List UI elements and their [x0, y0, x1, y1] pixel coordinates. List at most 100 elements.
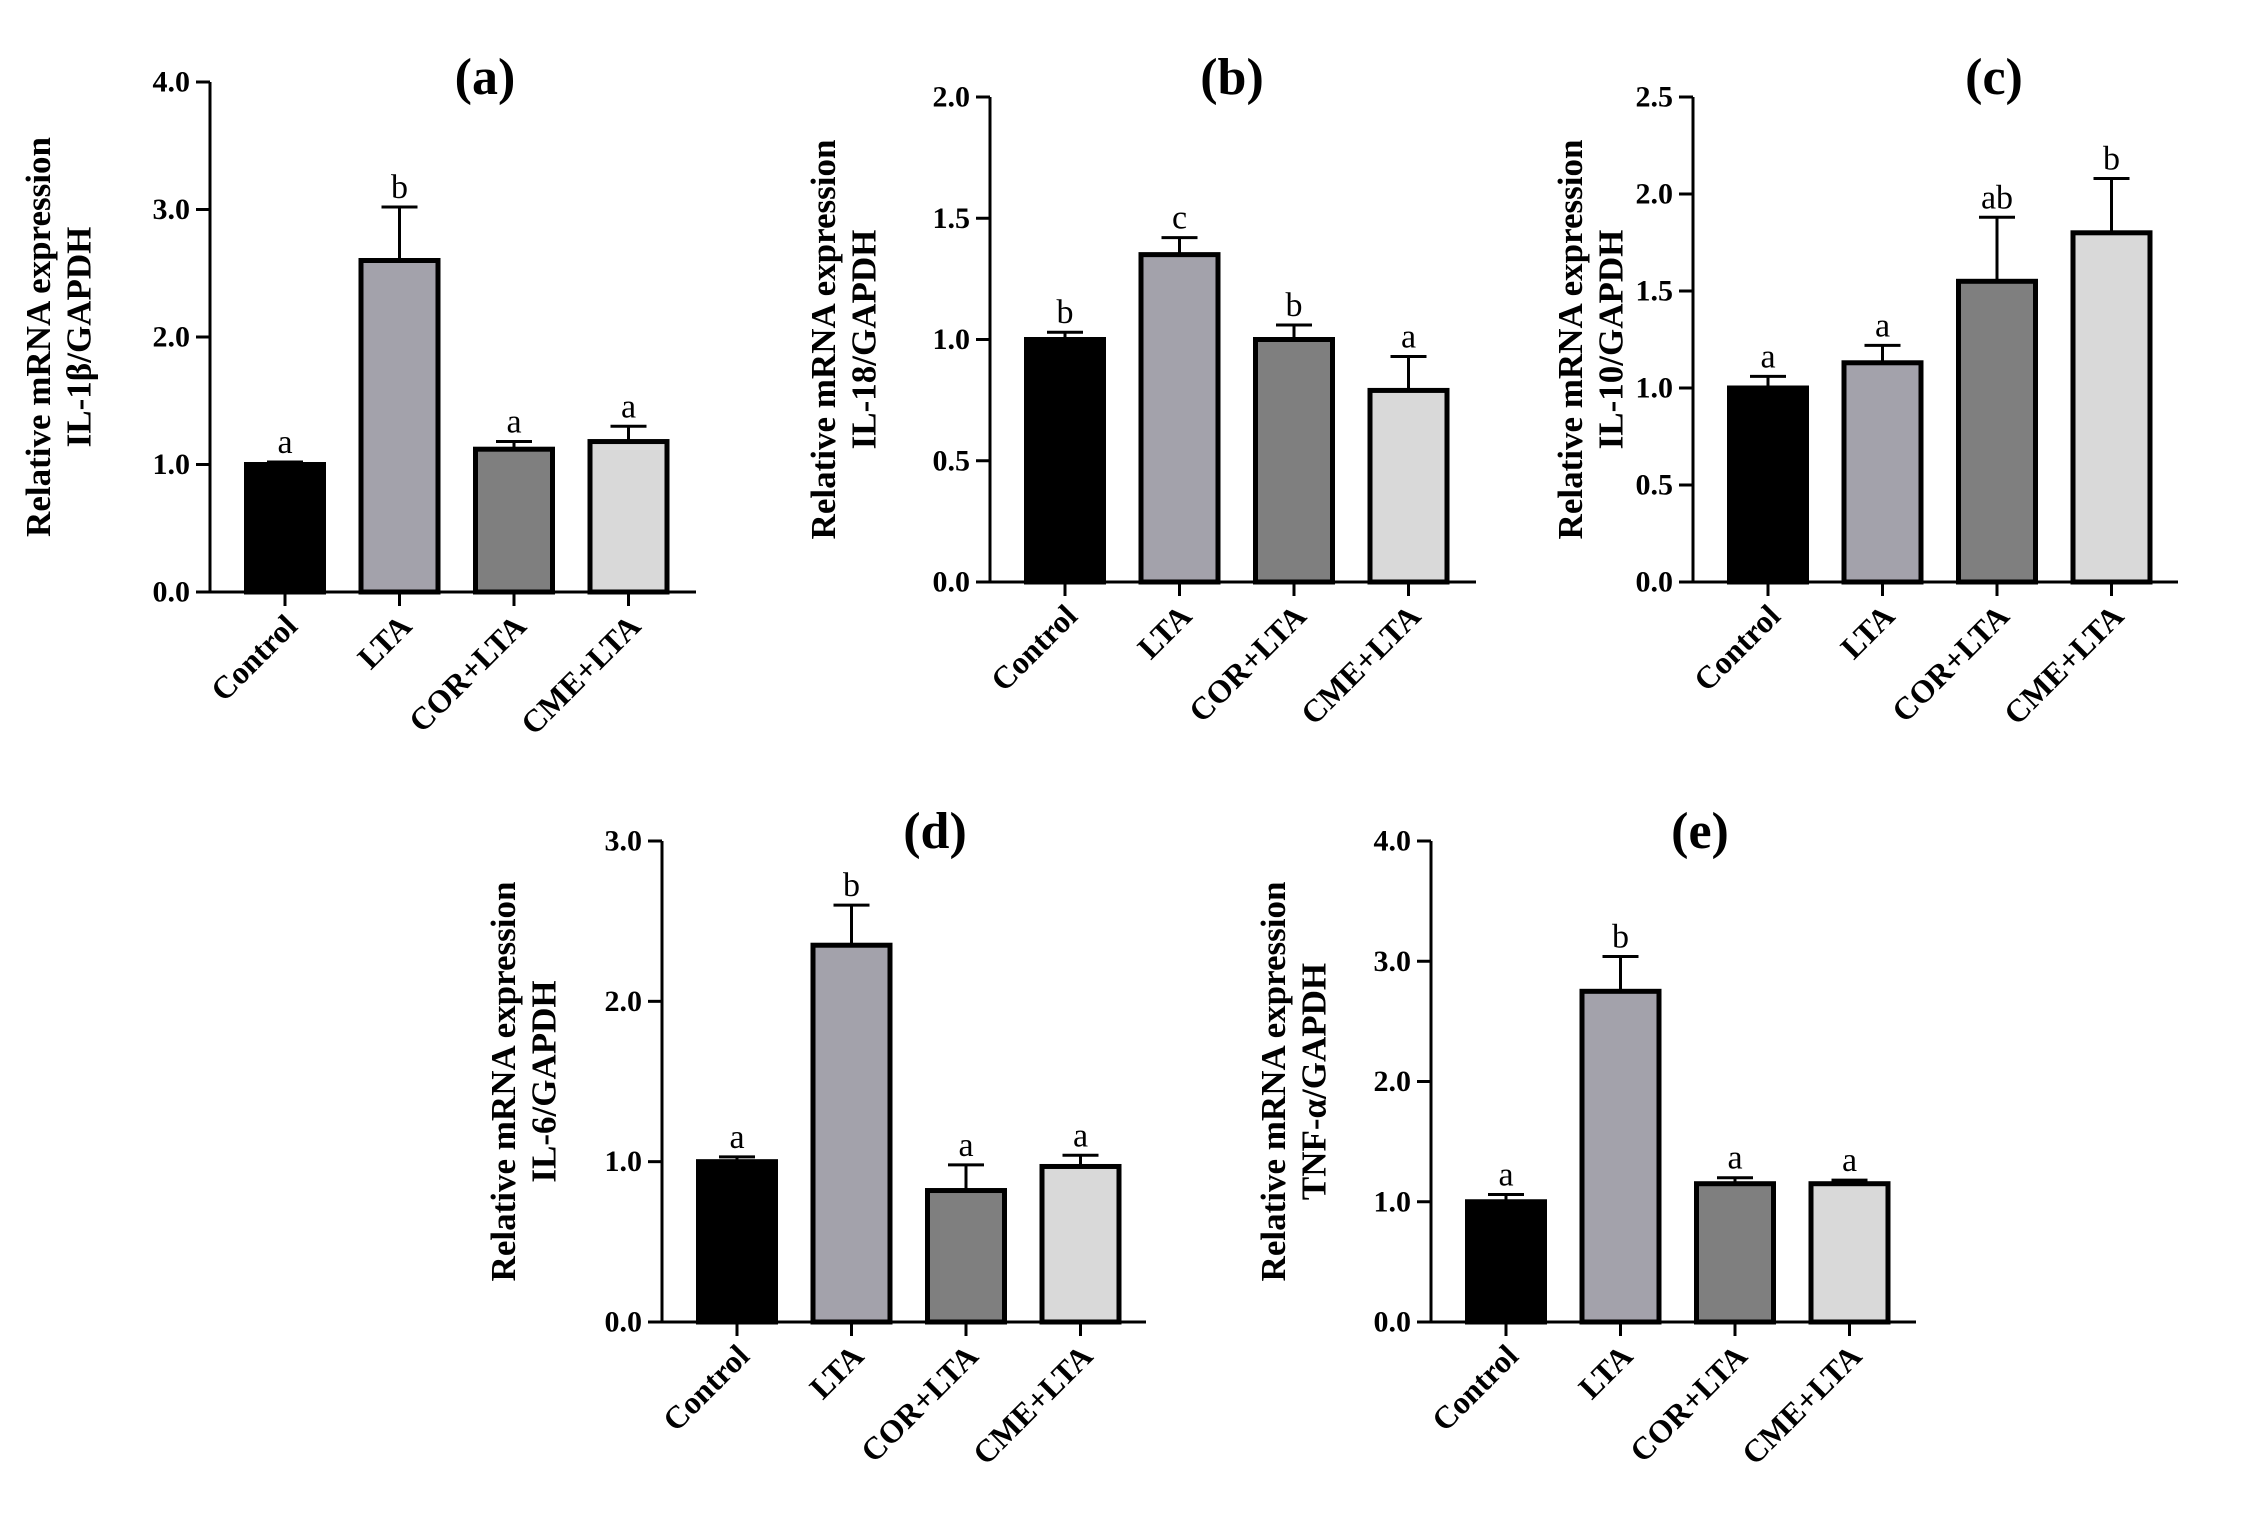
- bar-cme-lta: [1367, 387, 1450, 585]
- x-tick-label: LTA: [1130, 597, 1198, 665]
- x-tick-label: COR+LTA: [402, 607, 533, 738]
- y-tick-label: 1.0: [605, 1145, 643, 1178]
- y-tick-label: 1.5: [1636, 275, 1674, 308]
- y-axis-label: Relative mRNA expressionIL-6/GAPDH: [484, 882, 563, 1282]
- y-tick-label: 3.0: [153, 193, 191, 226]
- y-tick-label: 2.5: [1636, 81, 1674, 114]
- x-tick-label: CME+LTA: [514, 607, 648, 741]
- x-tick-label: CME+LTA: [1735, 1337, 1869, 1471]
- panel-e: (e) Relative mRNA expressionTNF-α/GAPDH 0.…: [1254, 803, 1916, 1471]
- y-axis-label-line2: IL-10/GAPDH: [1591, 230, 1630, 450]
- y-axis-label-line1: Relative mRNA expression: [1551, 140, 1590, 540]
- bar-cor-lta: [925, 1188, 1007, 1325]
- significance-label: a: [1498, 1157, 1513, 1194]
- panel-title: (c): [1965, 49, 2023, 106]
- x-tick-label: LTA: [802, 1337, 870, 1405]
- x-tick-label: Control: [983, 597, 1084, 698]
- x-tick-label: Control: [203, 607, 304, 708]
- significance-label: c: [1172, 200, 1187, 237]
- x-tick-label: COR+LTA: [1885, 597, 2016, 728]
- x-tick-label: CME+LTA: [966, 1337, 1100, 1471]
- y-tick-label: 1.0: [1636, 372, 1674, 405]
- bar-control: [1024, 337, 1106, 585]
- significance-label: b: [2103, 140, 2120, 177]
- x-tick-label: CME+LTA: [1294, 597, 1428, 731]
- significance-label: a: [277, 424, 292, 461]
- significance-label: b: [843, 867, 860, 904]
- y-tick-label: 1.0: [1374, 1185, 1412, 1218]
- y-axis-label-line2: IL-18/GAPDH: [844, 230, 883, 450]
- bar-cme-lta: [1808, 1181, 1891, 1325]
- x-tick-label: COR+LTA: [1182, 597, 1313, 728]
- bar-cor-lta: [1253, 337, 1335, 585]
- y-tick-label: 0.5: [1636, 469, 1674, 502]
- y-tick-label: 4.0: [153, 66, 191, 99]
- y-axis-label-line2: IL-1β/GAPDH: [59, 227, 98, 448]
- significance-label: a: [729, 1119, 744, 1156]
- significance-label: a: [1760, 338, 1775, 375]
- bar-cme-lta: [2070, 230, 2153, 585]
- bar-lta: [1579, 988, 1662, 1325]
- y-axis-label: Relative mRNA expressionTNF-α/GAPDH: [1254, 882, 1333, 1282]
- x-tick-label: Control: [1686, 597, 1787, 698]
- panel-title: (d): [903, 803, 967, 860]
- y-tick-label: 0.0: [153, 576, 191, 609]
- bar-cor-lta: [1956, 278, 2038, 585]
- y-tick-label: 0.5: [933, 444, 971, 477]
- significance-label: a: [1727, 1140, 1742, 1177]
- significance-label: b: [1286, 287, 1303, 324]
- x-tick-label: LTA: [1571, 1337, 1639, 1405]
- bar-lta: [1841, 360, 1924, 585]
- bar-lta: [810, 942, 893, 1325]
- y-tick-label: 2.0: [1636, 178, 1674, 211]
- panel-title: (b): [1200, 49, 1264, 106]
- significance-label: a: [1401, 318, 1416, 355]
- y-tick-label: 3.0: [605, 825, 643, 858]
- panel-title: (a): [455, 49, 516, 106]
- bar-cme-lta: [1039, 1163, 1122, 1325]
- bar-cor-lta: [1694, 1181, 1776, 1325]
- y-axis-label-line2: TNF-α/GAPDH: [1294, 963, 1333, 1200]
- y-tick-label: 0.0: [605, 1306, 643, 1339]
- y-tick-label: 2.0: [605, 985, 643, 1018]
- significance-label: ab: [1981, 179, 2013, 216]
- x-tick-label: COR+LTA: [1623, 1337, 1754, 1468]
- bar-control: [696, 1159, 778, 1325]
- significance-label: a: [1875, 307, 1890, 344]
- panel-c: (c) Relative mRNA expressionIL-10/GAPDH0.…: [1551, 49, 2178, 731]
- y-tick-label: 1.0: [153, 448, 191, 481]
- y-tick-label: 0.0: [933, 566, 971, 599]
- significance-label: b: [391, 169, 408, 206]
- y-axis-label-line1: Relative mRNA expression: [1254, 882, 1293, 1282]
- panel-title: (e): [1671, 803, 1729, 860]
- y-axis-label-line2: IL-6/GAPDH: [524, 980, 563, 1182]
- panel-a: (a) Relative mRNA expressionIL-1β/GAPDH 0.…: [19, 49, 696, 741]
- panel-d: (d) Relative mRNA expressionIL-6/GAPDH 0.0…: [484, 803, 1146, 1471]
- y-tick-label: 2.0: [933, 81, 971, 114]
- y-tick-label: 1.5: [933, 202, 971, 235]
- bar-control: [1727, 385, 1809, 585]
- y-tick-label: 2.0: [1374, 1065, 1412, 1098]
- y-axis-label: Relative mRNA expressionIL-18/GAPDH: [804, 140, 883, 540]
- bar-cor-lta: [473, 446, 555, 595]
- y-tick-label: 4.0: [1374, 825, 1412, 858]
- bar-control: [1465, 1199, 1547, 1325]
- y-tick-label: 1.0: [933, 323, 971, 356]
- bar-lta: [1138, 252, 1221, 585]
- bar-control: [244, 462, 326, 595]
- y-axis-label-line1: Relative mRNA expression: [484, 882, 523, 1282]
- y-axis-label: Relative mRNA expressionIL-10/GAPDH: [1551, 140, 1630, 540]
- x-tick-label: CME+LTA: [1997, 597, 2131, 731]
- x-tick-label: LTA: [1833, 597, 1901, 665]
- y-tick-label: 0.0: [1374, 1306, 1412, 1339]
- x-tick-label: Control: [655, 1337, 756, 1438]
- y-axis-label: Relative mRNA expressionIL-1β/GAPDH: [19, 137, 98, 537]
- bar-cme-lta: [587, 439, 670, 595]
- y-tick-label: 2.0: [153, 321, 191, 354]
- significance-label: a: [1842, 1142, 1857, 1179]
- y-axis-label-line1: Relative mRNA expression: [19, 137, 58, 537]
- significance-label: b: [1612, 918, 1629, 955]
- y-tick-label: 3.0: [1374, 945, 1412, 978]
- x-tick-label: COR+LTA: [854, 1337, 985, 1468]
